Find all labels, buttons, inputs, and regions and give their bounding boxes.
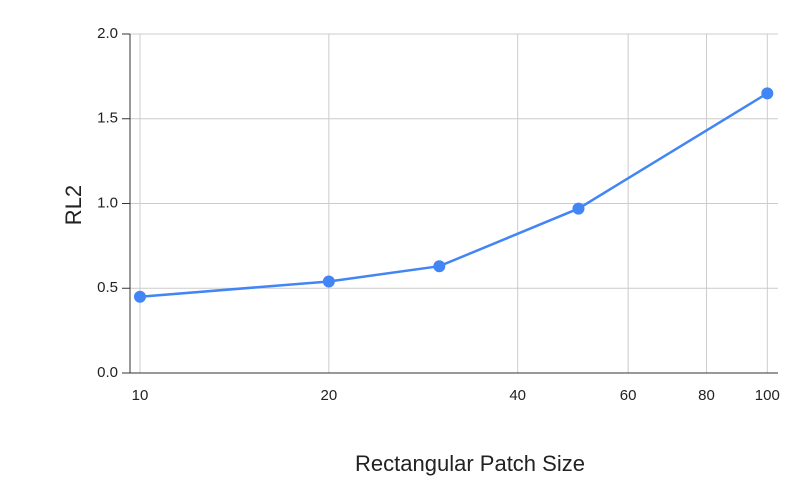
x-tick-label: 100 xyxy=(755,387,780,404)
point xyxy=(433,260,446,273)
x-axis-title: Rectangular Patch Size xyxy=(355,451,585,476)
point xyxy=(761,87,774,100)
point xyxy=(133,290,146,303)
line xyxy=(139,92,768,298)
y-tick-label: 0.5 xyxy=(97,279,118,296)
point xyxy=(322,275,335,288)
y-axis-title: RL2 xyxy=(61,185,86,225)
y-tick-label: 1.5 xyxy=(97,110,118,127)
y-tick-label: 1.0 xyxy=(97,194,118,211)
x-tick-label: 40 xyxy=(509,387,526,404)
x-tick-label: 80 xyxy=(698,387,715,404)
point xyxy=(572,202,585,215)
y-tick-label: 2.0 xyxy=(97,25,118,42)
x-tick-label: 60 xyxy=(620,387,637,404)
y-tick-label: 0.0 xyxy=(97,364,118,381)
x-tick-label: 20 xyxy=(320,387,337,404)
x-tick-label: 10 xyxy=(132,387,149,404)
